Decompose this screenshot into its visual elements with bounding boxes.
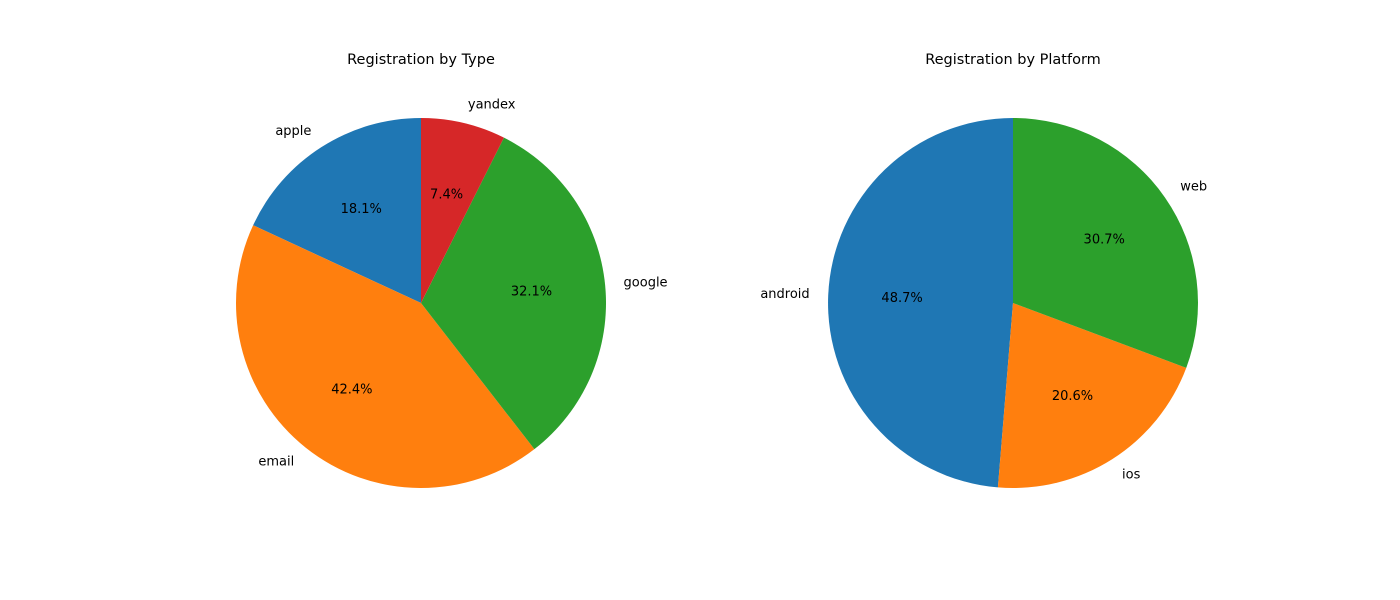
pie-labels-platform: android 48.7% ios 20.6% web 30.7% bbox=[760, 180, 1207, 483]
pie-chart-platform: Registration by Platform android 48.7% ios… bbox=[760, 52, 1207, 488]
slice-label-android: android bbox=[760, 287, 809, 302]
pie-slices-type bbox=[236, 118, 607, 489]
pie-slice-google bbox=[421, 137, 607, 450]
chart-title-platform: Registration by Platform bbox=[925, 52, 1101, 68]
pct-label-yandex: 7.4% bbox=[430, 187, 463, 202]
slice-label-email: email bbox=[258, 455, 294, 470]
pie-slice-android bbox=[828, 118, 1013, 488]
slice-label-apple: apple bbox=[275, 124, 311, 139]
pie-slice-apple bbox=[253, 118, 421, 303]
slice-label-google: google bbox=[624, 276, 668, 291]
slice-label-yandex: yandex bbox=[468, 97, 516, 112]
slice-label-ios: ios bbox=[1122, 467, 1141, 482]
pie-slice-yandex bbox=[421, 118, 504, 303]
slice-label-web: web bbox=[1180, 180, 1207, 195]
pie-labels-type: apple 18.1% email 42.4% google 32.1% yandex 7.4… bbox=[258, 97, 667, 469]
pct-label-android: 48.7% bbox=[881, 291, 922, 306]
pie-slice-email bbox=[236, 225, 535, 489]
pie-slice-ios bbox=[997, 303, 1187, 488]
pct-label-email: 42.4% bbox=[331, 382, 372, 397]
pie-chart-type: Registration by Type apple 18.1% email 42.4… bbox=[236, 52, 668, 489]
pie-slice-web bbox=[1013, 118, 1198, 368]
pct-label-google: 32.1% bbox=[511, 285, 552, 300]
pct-label-ios: 20.6% bbox=[1052, 389, 1093, 404]
pie-slices-platform bbox=[828, 118, 1198, 488]
pct-label-apple: 18.1% bbox=[341, 202, 382, 217]
pct-label-web: 30.7% bbox=[1084, 232, 1125, 247]
chart-title-type: Registration by Type bbox=[347, 52, 495, 68]
